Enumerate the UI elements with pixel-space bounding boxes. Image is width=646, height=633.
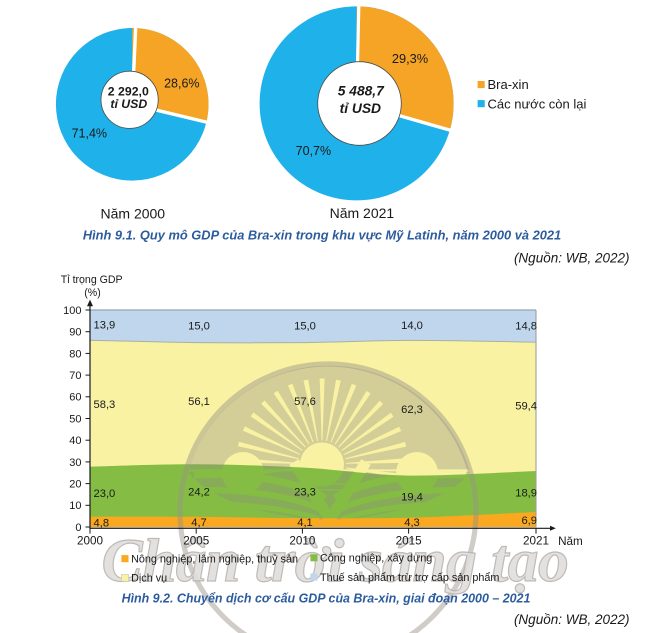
svg-text:0: 0 — [75, 522, 81, 534]
svg-text:56,1: 56,1 — [188, 396, 210, 408]
svg-text:14,0: 14,0 — [401, 320, 423, 332]
svg-text:30: 30 — [69, 457, 81, 469]
svg-text:Hình 9.1. Quy mô GDP của Bra-x: Hình 9.1. Quy mô GDP của Bra-xin trong k… — [83, 227, 561, 242]
svg-text:5 488,7: 5 488,7 — [338, 84, 385, 99]
svg-text:Năm 2021: Năm 2021 — [330, 205, 395, 221]
svg-text:(Nguồn: WB, 2022): (Nguồn: WB, 2022) — [514, 251, 630, 266]
svg-text:4,7: 4,7 — [191, 517, 207, 529]
svg-text:20: 20 — [69, 479, 81, 491]
svg-text:(Nguồn: WB, 2022): (Nguồn: WB, 2022) — [514, 612, 630, 627]
svg-text:100: 100 — [63, 305, 81, 317]
svg-text:Thuế sản phẩm trừ trợ cấp sản: Thuế sản phẩm trừ trợ cấp sản phẩm — [320, 572, 499, 584]
svg-text:Bra-xin: Bra-xin — [488, 77, 529, 92]
svg-text:90: 90 — [69, 327, 81, 339]
svg-text:59,4: 59,4 — [515, 400, 537, 412]
svg-text:2010: 2010 — [289, 535, 316, 548]
svg-text:4,1: 4,1 — [297, 517, 313, 529]
svg-text:(%): (%) — [84, 287, 100, 299]
svg-text:28,6%: 28,6% — [164, 77, 199, 91]
svg-text:24,2: 24,2 — [188, 487, 210, 499]
svg-text:tỉ USD: tỉ USD — [110, 97, 147, 111]
svg-text:40: 40 — [69, 435, 81, 447]
svg-text:2 292,0: 2 292,0 — [108, 85, 149, 99]
svg-text:60: 60 — [69, 392, 81, 404]
svg-text:Dịch vụ: Dịch vụ — [131, 573, 167, 585]
svg-text:2005: 2005 — [183, 535, 210, 548]
svg-text:58,3: 58,3 — [94, 399, 116, 411]
svg-text:Nông nghiệp, lâm nghiệp, thuỷ: Nông nghiệp, lâm nghiệp, thuỷ sản — [131, 553, 298, 565]
svg-text:23,0: 23,0 — [94, 488, 116, 500]
svg-text:2000: 2000 — [77, 535, 104, 548]
svg-text:Tỉ trọng GDP: Tỉ trọng GDP — [61, 274, 123, 286]
svg-text:Công nghiệp, xây dựng: Công nghiệp, xây dựng — [320, 553, 432, 565]
svg-text:70,7%: 70,7% — [296, 144, 331, 158]
svg-text:62,3: 62,3 — [401, 404, 423, 416]
svg-text:6,9: 6,9 — [521, 515, 537, 527]
svg-text:15,0: 15,0 — [188, 320, 210, 332]
svg-text:Năm 2000: Năm 2000 — [101, 206, 166, 222]
svg-text:Các nước còn lại: Các nước còn lại — [488, 96, 587, 111]
svg-text:Năm: Năm — [558, 535, 583, 548]
svg-text:71,4%: 71,4% — [72, 127, 107, 141]
svg-text:4,8: 4,8 — [94, 517, 110, 529]
svg-text:10: 10 — [69, 500, 81, 512]
svg-text:Hình 9.2. Chuyển dịch cơ cấu G: Hình 9.2. Chuyển dịch cơ cấu GDP của Bra… — [122, 591, 531, 605]
svg-text:tỉ USD: tỉ USD — [340, 101, 381, 116]
svg-text:14,8: 14,8 — [515, 320, 537, 332]
svg-text:Chân trời sáng tạo: Chân trời sáng tạo — [102, 527, 569, 595]
svg-text:13,9: 13,9 — [94, 319, 116, 331]
svg-text:57,6: 57,6 — [294, 396, 316, 408]
svg-text:18,9: 18,9 — [515, 487, 537, 499]
svg-text:2021: 2021 — [523, 535, 549, 548]
svg-text:4,3: 4,3 — [404, 517, 420, 529]
svg-text:19,4: 19,4 — [401, 491, 423, 503]
svg-text:50: 50 — [69, 413, 81, 425]
svg-text:70: 70 — [69, 370, 81, 382]
svg-text:23,3: 23,3 — [294, 487, 316, 499]
svg-text:15,0: 15,0 — [294, 320, 316, 332]
svg-text:80: 80 — [69, 348, 81, 360]
svg-text:2015: 2015 — [396, 535, 423, 548]
svg-text:29,3%: 29,3% — [392, 51, 428, 66]
